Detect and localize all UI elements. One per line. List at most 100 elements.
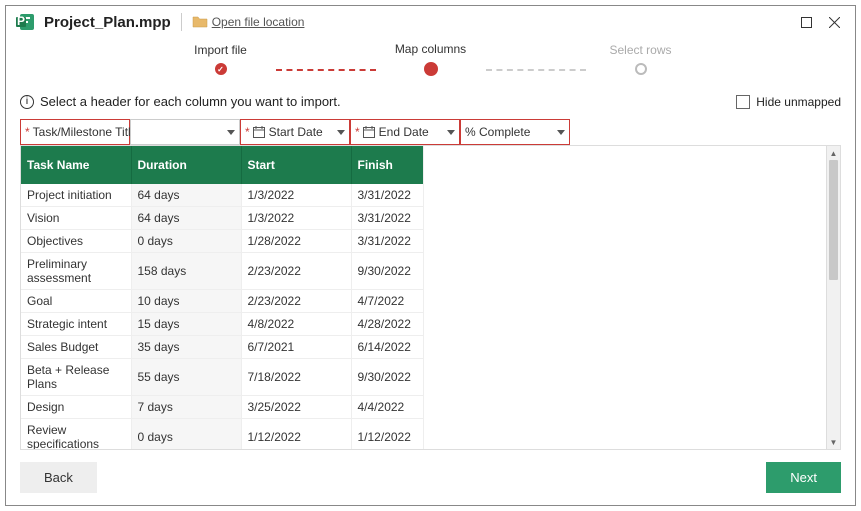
folder-icon bbox=[192, 14, 208, 31]
step-dot-done-icon bbox=[215, 63, 227, 75]
table-row: Preliminary assessment158 days2/23/20229… bbox=[21, 253, 423, 290]
required-asterisk: * bbox=[245, 125, 250, 139]
table-cell: Vision bbox=[21, 207, 131, 230]
table-cell: 9/30/2022 bbox=[351, 253, 423, 290]
scroll-thumb[interactable] bbox=[829, 160, 838, 280]
table-header-row: Task Name Duration Start Finish Percent … bbox=[21, 146, 423, 184]
file-name: Project_Plan.mpp bbox=[44, 14, 171, 31]
mapping-dropdown-row: * Task/Milestone Title * Start Date * bbox=[20, 119, 841, 145]
table-cell: 0 days bbox=[131, 230, 241, 253]
table-cell: 4/7/2022 bbox=[351, 290, 423, 313]
table-cell: 15 days bbox=[131, 313, 241, 336]
table-cell: Project initiation bbox=[21, 184, 131, 207]
table-cell: 4/28/2022 bbox=[351, 313, 423, 336]
col-header: Finish bbox=[351, 146, 423, 184]
table-cell: 158 days bbox=[131, 253, 241, 290]
mapping-dropdown-end-date[interactable]: * End Date bbox=[350, 119, 460, 145]
back-button[interactable]: Back bbox=[20, 462, 97, 493]
step-dot-future-icon bbox=[635, 63, 647, 75]
table-cell: 2/23/2022 bbox=[241, 253, 351, 290]
open-file-location-link[interactable]: Open file location bbox=[212, 15, 305, 29]
dialog-footer: Back Next bbox=[6, 450, 855, 505]
mapping-dropdown-percent-complete[interactable]: % Complete bbox=[460, 119, 570, 145]
table-cell: Preliminary assessment bbox=[21, 253, 131, 290]
table-cell: 9/30/2022 bbox=[351, 359, 423, 396]
info-icon: i bbox=[20, 95, 34, 109]
chevron-down-icon bbox=[337, 130, 345, 135]
col-header: Duration bbox=[131, 146, 241, 184]
step-dot-current-icon bbox=[424, 62, 438, 76]
maximize-button[interactable] bbox=[799, 15, 813, 29]
preview-table-container: Task Name Duration Start Finish Percent … bbox=[20, 145, 841, 450]
table-cell: 64 days bbox=[131, 184, 241, 207]
mapping-dropdown-start-date[interactable]: * Start Date bbox=[240, 119, 350, 145]
table-cell: 7 days bbox=[131, 396, 241, 419]
table-cell: 3/25/2022 bbox=[241, 396, 351, 419]
table-cell: 55 days bbox=[131, 359, 241, 396]
table-row: Project initiation64 days1/3/20223/31/20… bbox=[21, 184, 423, 207]
table-cell: 7/18/2022 bbox=[241, 359, 351, 396]
calendar-icon bbox=[363, 126, 375, 138]
table-cell: 3/31/2022 bbox=[351, 207, 423, 230]
mapping-area: * Task/Milestone Title * Start Date * bbox=[6, 119, 855, 450]
table-row: Vision64 days1/3/20223/31/20226 bbox=[21, 207, 423, 230]
mapping-dropdown-title[interactable]: * Task/Milestone Title bbox=[20, 119, 130, 145]
table-cell: 3/31/2022 bbox=[351, 184, 423, 207]
mapping-dropdown-duration[interactable] bbox=[130, 119, 240, 145]
chevron-down-icon bbox=[557, 130, 565, 135]
table-cell: 1/3/2022 bbox=[241, 184, 351, 207]
required-asterisk: * bbox=[25, 125, 30, 139]
table-cell: Objectives bbox=[21, 230, 131, 253]
step-connector bbox=[486, 69, 586, 71]
table-cell: Beta + Release Plans bbox=[21, 359, 131, 396]
calendar-icon bbox=[253, 126, 265, 138]
table-cell: 1/28/2022 bbox=[241, 230, 351, 253]
table-row: Review specifications0 days1/12/20221/12… bbox=[21, 419, 423, 450]
titlebar: P Project_Plan.mpp Open file location bbox=[6, 6, 855, 38]
table-row: Beta + Release Plans55 days7/18/20229/30… bbox=[21, 359, 423, 396]
step-map-columns: Map columns bbox=[376, 42, 486, 76]
step-select-rows: Select rows bbox=[586, 43, 696, 75]
table-cell: 64 days bbox=[131, 207, 241, 230]
divider bbox=[181, 13, 182, 31]
preview-table: Task Name Duration Start Finish Percent … bbox=[21, 146, 423, 449]
table-cell: Review specifications bbox=[21, 419, 131, 450]
table-cell: 4/8/2022 bbox=[241, 313, 351, 336]
instruction-row: i Select a header for each column you wa… bbox=[6, 90, 855, 119]
table-row: Sales Budget35 days6/7/20216/14/20220 bbox=[21, 336, 423, 359]
table-cell: Goal bbox=[21, 290, 131, 313]
import-dialog: P Project_Plan.mpp Open file location Im… bbox=[5, 5, 856, 506]
table-cell: 1/12/2022 bbox=[241, 419, 351, 450]
chevron-down-icon bbox=[447, 130, 455, 135]
table-row: Strategic intent15 days4/8/20224/28/2022… bbox=[21, 313, 423, 336]
step-connector bbox=[276, 69, 376, 71]
table-row: Objectives0 days1/28/20223/31/202299 bbox=[21, 230, 423, 253]
table-cell: 6/14/2022 bbox=[351, 336, 423, 359]
required-asterisk: * bbox=[355, 125, 360, 139]
scroll-down-icon[interactable]: ▼ bbox=[827, 435, 840, 449]
chevron-down-icon bbox=[227, 130, 235, 135]
table-row: Design7 days3/25/20224/4/202275 bbox=[21, 396, 423, 419]
table-cell: 0 days bbox=[131, 419, 241, 450]
svg-text:P: P bbox=[17, 14, 25, 28]
table-cell: Strategic intent bbox=[21, 313, 131, 336]
next-button[interactable]: Next bbox=[766, 462, 841, 493]
checkbox-icon[interactable] bbox=[736, 95, 750, 109]
table-cell: 10 days bbox=[131, 290, 241, 313]
table-cell: 2/23/2022 bbox=[241, 290, 351, 313]
close-button[interactable] bbox=[827, 15, 841, 29]
table-cell: 3/31/2022 bbox=[351, 230, 423, 253]
window-controls bbox=[799, 15, 845, 29]
scroll-up-icon[interactable]: ▲ bbox=[827, 146, 840, 160]
table-cell: 4/4/2022 bbox=[351, 396, 423, 419]
table-cell: 1/3/2022 bbox=[241, 207, 351, 230]
vertical-scrollbar[interactable]: ▲ ▼ bbox=[826, 146, 840, 449]
table-cell: 1/12/2022 bbox=[351, 419, 423, 450]
instruction-text: Select a header for each column you want… bbox=[40, 94, 341, 109]
hide-unmapped-toggle[interactable]: Hide unmapped bbox=[736, 95, 841, 109]
table-cell: 6/7/2021 bbox=[241, 336, 351, 359]
hide-unmapped-label: Hide unmapped bbox=[756, 95, 841, 109]
step-import-file: Import file bbox=[166, 43, 276, 75]
table-cell: 35 days bbox=[131, 336, 241, 359]
empty-area bbox=[423, 146, 826, 449]
